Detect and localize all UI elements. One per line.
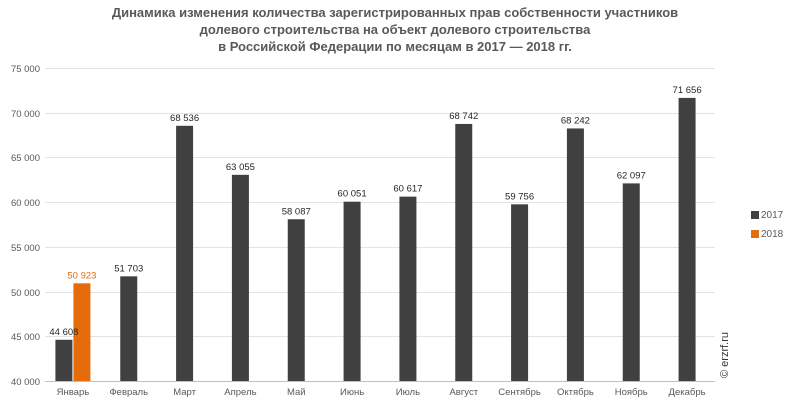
- bar-2017-1: [55, 339, 73, 381]
- bar-2017-2: [120, 276, 138, 381]
- legend-swatch-2017: [751, 211, 759, 219]
- x-tick-label: Май: [287, 387, 306, 398]
- y-tick-label: 65 000: [11, 153, 40, 164]
- y-tick-label: 60 000: [11, 198, 40, 209]
- x-tick-label: Июль: [396, 387, 420, 398]
- chart-title-line-1: Динамика изменения количества зарегистри…: [112, 5, 678, 20]
- bar-2017-7: [399, 196, 417, 381]
- bars: [55, 97, 696, 382]
- bar-2017-6: [343, 201, 361, 381]
- bar-2018-1: [73, 283, 91, 381]
- data-label-2017-11: 62 097: [617, 170, 646, 181]
- x-tick-label: Март: [173, 387, 196, 398]
- data-label-2018-1: 50 923: [67, 270, 96, 281]
- x-tick-label: Ноябрь: [615, 387, 648, 398]
- watermark: © erzrf.ru: [719, 332, 731, 378]
- bar-2017-4: [231, 174, 249, 381]
- y-axis-ticks: 40 000 45 000 50 000 55 000 60 000 65 000 70 0…: [11, 64, 40, 388]
- bar-2017-3: [176, 125, 194, 381]
- data-label-2017-8: 68 742: [449, 111, 478, 122]
- bar-2017-10: [566, 128, 584, 381]
- data-label-2017-6: 60 051: [338, 189, 367, 200]
- x-tick-label: Февраль: [109, 387, 148, 398]
- data-label-2017-2: 51 703: [114, 263, 143, 274]
- chart-title-line-3: в Российской Федерации по месяцам в 2017…: [218, 39, 572, 54]
- gridlines: [45, 68, 715, 382]
- y-tick-label: 50 000: [11, 288, 40, 299]
- data-labels: 44 608 50 923 51 703 68 536 63 055 58 087 60 0…: [49, 85, 701, 338]
- legend-label-2018: 2018: [761, 229, 784, 240]
- legend-label-2017: 2017: [761, 210, 784, 221]
- x-tick-label: Сентябрь: [498, 387, 541, 398]
- chart-title: Динамика изменения количества зарегистри…: [112, 5, 678, 54]
- data-label-2017-5: 58 087: [282, 206, 311, 217]
- data-label-2017-1: 44 608: [49, 327, 78, 338]
- bar-2017-11: [622, 183, 640, 381]
- legend-swatch-2018: [751, 230, 759, 238]
- x-axis-ticks: Январь Февраль Март Апрель Май Июнь Июль Август…: [57, 387, 706, 398]
- data-label-2017-9: 59 756: [505, 191, 534, 202]
- bar-2017-8: [455, 123, 473, 381]
- chart-title-line-2: долевого строительства на объект долевог…: [200, 22, 591, 37]
- y-tick-label: 70 000: [11, 109, 40, 120]
- data-label-2017-3: 68 536: [170, 113, 199, 124]
- data-label-2017-10: 68 242: [561, 115, 590, 126]
- bar-2017-5: [287, 219, 305, 381]
- y-tick-label: 75 000: [11, 64, 40, 75]
- y-tick-label: 40 000: [11, 377, 40, 388]
- x-tick-label: Август: [449, 387, 478, 398]
- data-label-2017-12: 71 656: [673, 85, 702, 96]
- x-tick-label: Декабрь: [669, 387, 706, 398]
- x-tick-label: Январь: [57, 387, 90, 398]
- data-label-2017-4: 63 055: [226, 162, 255, 173]
- x-tick-label: Октябрь: [557, 387, 594, 398]
- y-tick-label: 45 000: [11, 332, 40, 343]
- bar-2017-12: [678, 97, 696, 382]
- x-tick-label: Июнь: [340, 387, 364, 398]
- data-label-2017-7: 60 617: [393, 184, 422, 195]
- x-tick-label: Апрель: [224, 387, 256, 398]
- y-tick-label: 55 000: [11, 243, 40, 254]
- legend: 2017 2018: [751, 210, 784, 240]
- bar-2017-9: [511, 204, 529, 381]
